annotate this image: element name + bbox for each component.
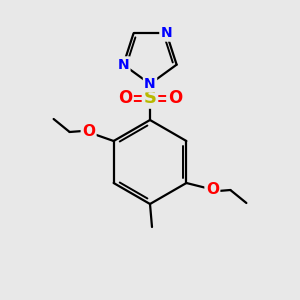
Text: O: O bbox=[118, 89, 132, 107]
Text: N: N bbox=[160, 26, 172, 40]
Text: O: O bbox=[168, 89, 182, 107]
Text: N: N bbox=[144, 77, 156, 91]
Text: O: O bbox=[82, 124, 95, 140]
Text: S: S bbox=[143, 89, 157, 107]
Text: O: O bbox=[206, 182, 219, 197]
Text: N: N bbox=[118, 58, 129, 72]
